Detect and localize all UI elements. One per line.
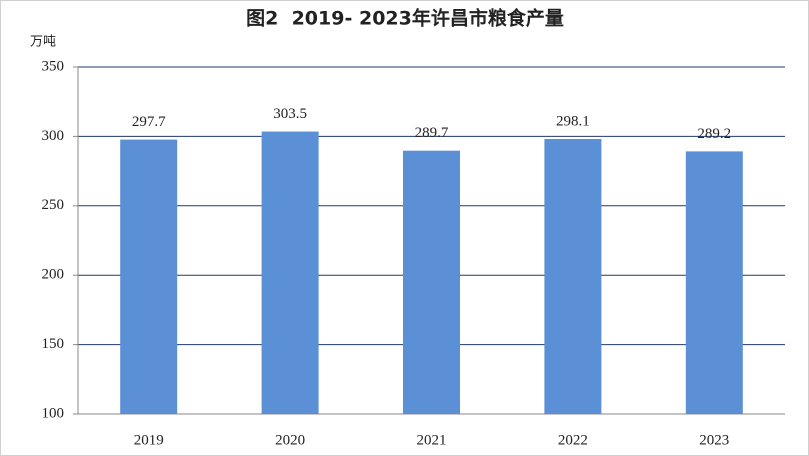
y-tick-label: 300 xyxy=(42,128,65,144)
x-tick-label: 2021 xyxy=(417,432,447,448)
y-tick-label: 350 xyxy=(42,58,65,74)
x-tick-label: 2022 xyxy=(558,432,588,448)
x-tick-label: 2023 xyxy=(699,432,729,448)
y-tick-label: 100 xyxy=(42,405,65,421)
data-label: 289.7 xyxy=(415,125,449,141)
bar xyxy=(544,139,602,414)
bar xyxy=(685,151,743,415)
bar xyxy=(403,150,460,414)
data-label: 298.1 xyxy=(556,113,590,129)
x-tick-label: 2020 xyxy=(275,432,305,448)
y-axis-label: 万吨 xyxy=(30,35,56,50)
x-tick-label: 2019 xyxy=(134,432,164,448)
y-tick-label: 250 xyxy=(42,197,65,213)
bar xyxy=(261,131,319,415)
y-tick-label: 150 xyxy=(42,336,65,352)
data-label: 297.7 xyxy=(132,114,166,130)
data-label: 289.2 xyxy=(697,126,731,142)
bar xyxy=(120,139,178,414)
chart-title: 图2 2019- 2023年许昌市粮食产量 xyxy=(246,7,564,30)
data-label: 303.5 xyxy=(273,106,307,122)
y-tick-label: 200 xyxy=(42,267,65,283)
